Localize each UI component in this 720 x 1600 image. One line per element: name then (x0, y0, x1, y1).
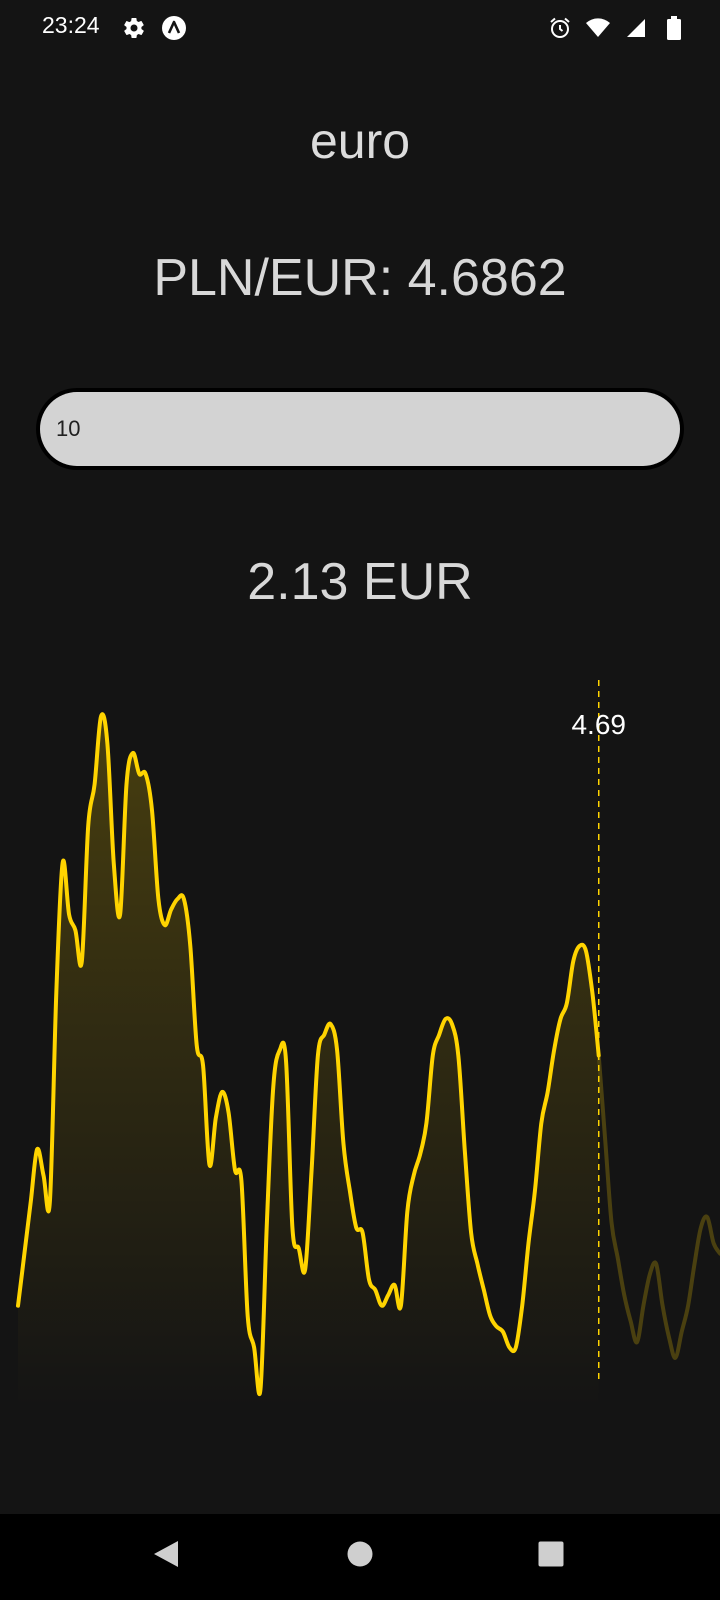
amount-input[interactable] (40, 392, 680, 466)
back-triangle-icon (154, 1541, 178, 1567)
amount-input-container (36, 388, 684, 470)
status-time: 23:24 (42, 12, 100, 38)
home-circle-icon (347, 1541, 373, 1567)
conversion-result: 2.13 EUR (247, 553, 473, 611)
page-title: euro (309, 113, 411, 169)
signal-icon (622, 14, 650, 42)
recents-button[interactable] (531, 1534, 571, 1574)
status-bar: 23:24 (0, 0, 720, 56)
alarm-icon (546, 14, 574, 42)
back-button[interactable] (146, 1534, 186, 1574)
gear-icon (120, 14, 148, 42)
home-button[interactable] (340, 1534, 380, 1574)
chart-line-future (596, 1053, 720, 1360)
status-left-icons (120, 14, 188, 42)
exchange-rate-label: PLN/EUR: 4.6862 (153, 249, 567, 307)
wifi-icon (584, 14, 612, 42)
navigation-bar (0, 1514, 720, 1600)
chart-area-fill (18, 714, 599, 1410)
status-right-icons (546, 14, 688, 42)
recents-square-icon (538, 1541, 564, 1567)
rate-history-chart[interactable]: 4.69 (0, 680, 720, 1410)
battery-icon (660, 14, 688, 42)
chart-cursor-value: 4.69 (571, 709, 626, 740)
chart-line-series (16, 712, 601, 1396)
app-notification-icon (160, 14, 188, 42)
